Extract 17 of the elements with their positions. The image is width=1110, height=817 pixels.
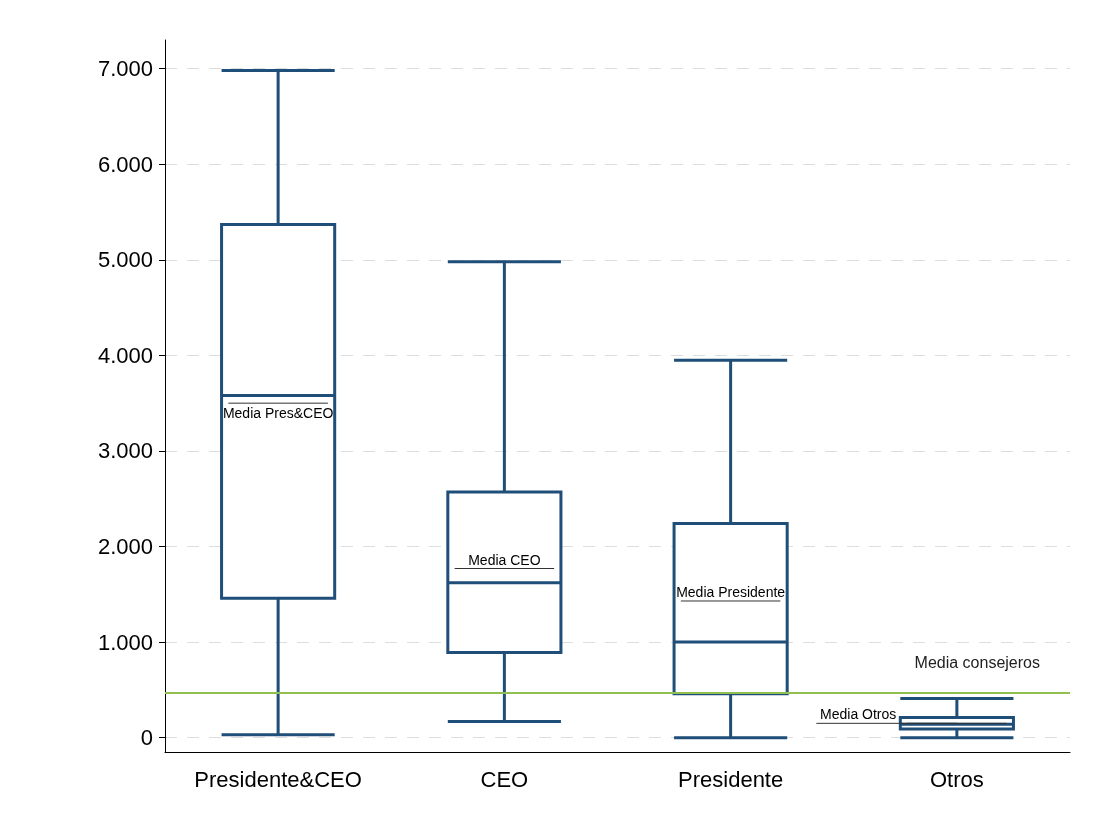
- annotation: Media Pres&CEO: [222, 405, 334, 422]
- y-tick-label: 1.000: [97, 629, 153, 655]
- ref-line-label: Media consejeros: [914, 654, 1040, 672]
- annotation: Media Presidente: [676, 584, 786, 600]
- y-tick-label: 5.000: [97, 247, 153, 273]
- x-tick-label: Presidente&CEO: [194, 766, 362, 792]
- x-tick-label: CEO: [480, 766, 529, 792]
- annotation: Media Otros: [820, 706, 897, 723]
- y-tick-label: 4.000: [97, 342, 153, 368]
- y-tick-label: 6.000: [97, 151, 153, 177]
- y-tick-label: 0: [140, 725, 153, 751]
- y-tick-label: 3.000: [97, 438, 153, 464]
- x-tick-label: Otros: [929, 766, 984, 792]
- x-tick-label: Presidente: [678, 766, 784, 792]
- annotation: Media CEO: [468, 551, 541, 568]
- y-tick-label: 7.000: [97, 56, 153, 82]
- y-tick-label: 2.000: [97, 534, 153, 560]
